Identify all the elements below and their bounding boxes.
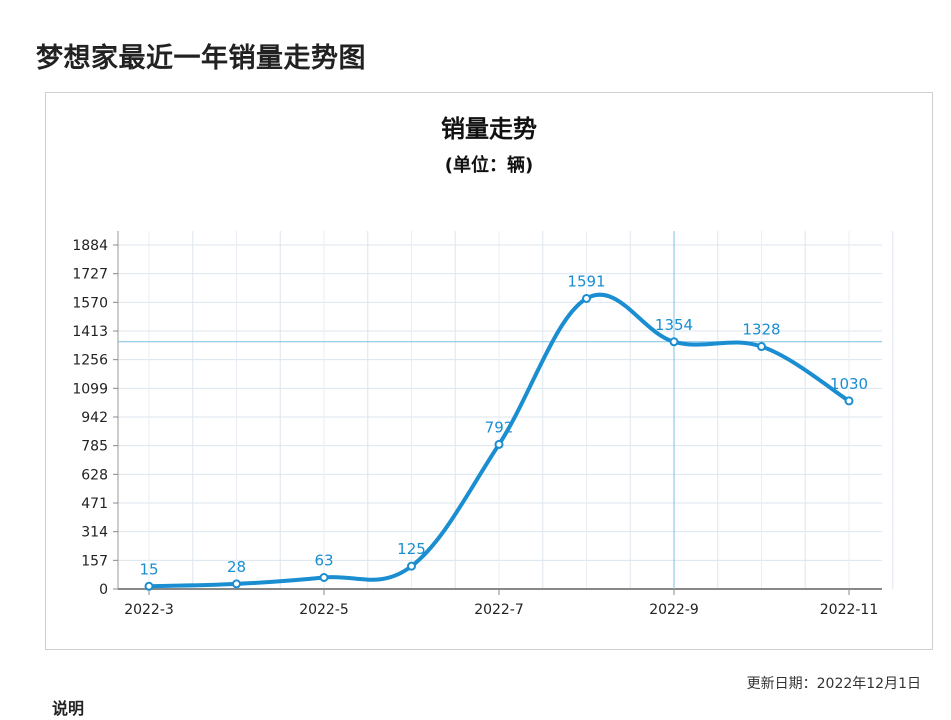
chart-subtitle: (单位：辆) xyxy=(444,155,534,176)
y-tick-label: 1099 xyxy=(72,381,108,397)
y-tick-label: 0 xyxy=(99,582,108,598)
x-tick-label: 2022-7 xyxy=(474,602,524,618)
data-label: 792 xyxy=(485,418,514,436)
data-point xyxy=(582,293,591,303)
y-tick-label: 942 xyxy=(81,410,108,426)
data-label: 1354 xyxy=(655,316,693,334)
y-tick-label: 1570 xyxy=(72,295,108,311)
data-label: 1328 xyxy=(742,321,780,339)
data-label: 15 xyxy=(139,560,158,578)
notes-heading: 说明 xyxy=(52,699,85,718)
page-title: 梦想家最近一年销量走势图 xyxy=(36,43,366,74)
data-point xyxy=(407,561,416,571)
y-tick-label: 157 xyxy=(81,553,108,569)
data-label: 125 xyxy=(397,540,426,558)
line-chart[interactable]: 0 157 314 471 628 785 942 1099 1256 1413 1570 1727 1… xyxy=(46,93,932,649)
update-date: 更新日期：2022年12月1日 xyxy=(746,676,921,692)
y-tick-label: 1413 xyxy=(72,324,108,340)
x-tick-label: 2022-5 xyxy=(299,602,349,618)
y-tick-label: 628 xyxy=(81,467,108,483)
x-tick-label: 2022-11 xyxy=(820,602,879,618)
chart-title: 销量走势 xyxy=(441,115,537,143)
data-point xyxy=(319,572,329,582)
data-label: 1591 xyxy=(567,272,605,290)
y-tick-label: 1256 xyxy=(72,353,108,369)
data-point xyxy=(494,439,504,449)
y-tick-label: 785 xyxy=(81,439,108,455)
data-point xyxy=(232,579,241,589)
data-point xyxy=(844,396,854,406)
data-label: 28 xyxy=(227,558,246,576)
x-tick-label: 2022-9 xyxy=(649,602,699,618)
y-tick-label: 314 xyxy=(81,525,108,541)
y-tick-label: 1727 xyxy=(72,267,108,283)
data-label: 1030 xyxy=(830,375,868,393)
plot-area xyxy=(118,231,882,589)
data-label: 63 xyxy=(314,551,333,569)
data-point xyxy=(144,581,154,591)
data-point xyxy=(757,342,766,352)
y-tick-label: 471 xyxy=(81,496,108,512)
y-tick-label: 1884 xyxy=(72,238,108,254)
chart-container[interactable]: 0 157 314 471 628 785 942 1099 1256 1413 1570 1727 1… xyxy=(45,92,933,650)
x-tick-label: 2022-3 xyxy=(124,602,174,618)
data-point xyxy=(669,337,679,347)
series-line xyxy=(147,292,851,589)
